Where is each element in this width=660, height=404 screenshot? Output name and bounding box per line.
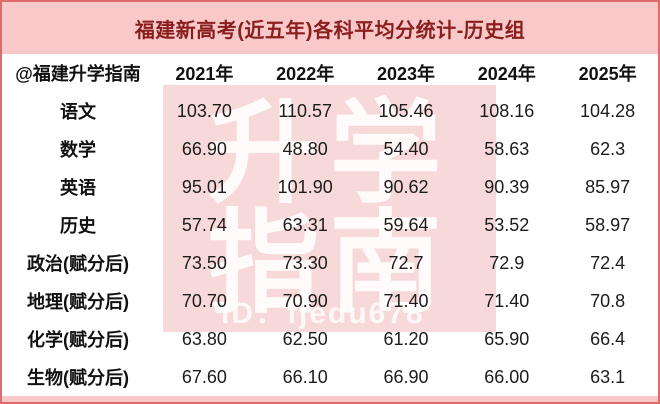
row-label: 英语 <box>60 178 96 198</box>
row-label: 数学 <box>60 140 96 160</box>
score-cell: 71.40 <box>484 290 530 311</box>
score-cell: 73.30 <box>282 252 328 273</box>
score-cell: 85.97 <box>585 176 631 197</box>
row-label: 生物(赋分后) <box>27 368 129 388</box>
score-cell: 104.28 <box>580 100 636 121</box>
watermark-text-line1: 升学 <box>207 90 452 216</box>
score-cell: 61.20 <box>383 328 429 349</box>
score-cell: 95.01 <box>181 176 227 197</box>
table-row-biology: 生物(赋分后) 67.60 66.10 66.90 66.00 63.1 <box>2 358 658 396</box>
row-label: 历史 <box>60 216 96 236</box>
row-label: 语文 <box>60 102 96 122</box>
score-cell: 67.60 <box>181 366 227 387</box>
score-cell: 53.52 <box>484 214 530 235</box>
table-body: 升学 指南 ID：fjedu678 @福建升学指南 2021年 2022年 20… <box>2 54 658 396</box>
watermark-id: ID：fjedu678 <box>221 297 425 330</box>
column-header-2023: 2023年 <box>376 64 436 84</box>
score-cell: 62.3 <box>590 138 626 159</box>
table-row-math: 数学 66.90 48.80 54.40 58.63 62.3 <box>2 130 658 168</box>
score-cell: 62.50 <box>282 328 328 349</box>
score-cell: 72.4 <box>590 252 626 273</box>
row-label: 化学(赋分后) <box>27 330 129 350</box>
scores-table: @福建升学指南 2021年 2022年 2023年 2024年 2025年 语文… <box>2 54 658 396</box>
table-row-politics: 政治(赋分后) 73.50 73.30 72.7 72.9 72.4 <box>2 244 658 282</box>
column-header-2021: 2021年 <box>175 64 234 84</box>
score-cell: 66.4 <box>590 328 626 349</box>
score-cell: 59.64 <box>383 214 429 235</box>
score-cell: 63.80 <box>181 328 227 349</box>
table-row-geography: 地理(赋分后) 70.70 70.90 71.40 71.40 70.8 <box>2 282 658 320</box>
score-cell: 105.46 <box>378 100 434 121</box>
score-cell: 73.50 <box>181 252 227 273</box>
score-cell: 110.57 <box>278 100 333 121</box>
score-cell: 90.39 <box>484 176 530 197</box>
score-cell: 58.97 <box>585 214 631 235</box>
column-header-2022: 2022年 <box>276 64 335 84</box>
score-cell: 58.63 <box>484 138 530 159</box>
score-cell: 70.70 <box>181 290 227 311</box>
score-cell: 90.62 <box>383 176 429 197</box>
watermark-block: 升学 指南 ID：fjedu678 <box>163 85 496 332</box>
score-cell: 66.10 <box>282 366 328 387</box>
score-cell: 54.40 <box>383 138 429 159</box>
column-header-2024: 2024年 <box>477 64 536 84</box>
source-handle: @福建升学指南 <box>15 64 141 84</box>
score-cell: 66.90 <box>181 138 227 159</box>
title-band: 福建新高考(近五年)各科平均分统计-历史组 <box>2 2 658 54</box>
score-cell: 66.00 <box>484 366 530 387</box>
score-cell: 70.8 <box>590 290 626 311</box>
score-cell: 70.90 <box>282 290 328 311</box>
score-cell: 63.31 <box>282 214 328 235</box>
score-cell: 57.74 <box>181 214 227 235</box>
score-cell: 72.7 <box>388 252 424 273</box>
row-label: 地理(赋分后) <box>27 292 129 312</box>
page-title: 福建新高考(近五年)各科平均分统计-历史组 <box>134 19 526 42</box>
score-cell: 71.40 <box>383 290 429 311</box>
score-cell: 65.90 <box>484 328 530 349</box>
score-cell: 63.1 <box>590 366 626 387</box>
row-label: 政治(赋分后) <box>27 254 129 274</box>
score-cell: 108.16 <box>479 100 535 121</box>
score-cell: 72.9 <box>489 252 525 273</box>
table-row-english: 英语 95.01 101.90 90.62 90.39 85.97 <box>2 168 658 206</box>
watermark-text-line2: 指南 <box>207 200 452 326</box>
table-row-chemistry: 化学(赋分后) 63.80 62.50 61.20 65.90 66.4 <box>2 320 658 358</box>
score-cell: 101.90 <box>277 176 333 197</box>
score-cell: 103.70 <box>176 100 232 121</box>
table-row-chinese: 语文 103.70 110.57 105.46 108.16 104.28 <box>2 92 658 130</box>
table-row-history: 历史 57.74 63.31 59.64 53.52 58.97 <box>2 206 658 244</box>
score-cell: 48.80 <box>282 138 328 159</box>
score-cell: 66.90 <box>383 366 429 387</box>
column-header-2025: 2025年 <box>578 64 637 84</box>
table-header-row: @福建升学指南 2021年 2022年 2023年 2024年 2025年 <box>2 54 658 92</box>
bottom-pink-strip <box>2 396 658 402</box>
